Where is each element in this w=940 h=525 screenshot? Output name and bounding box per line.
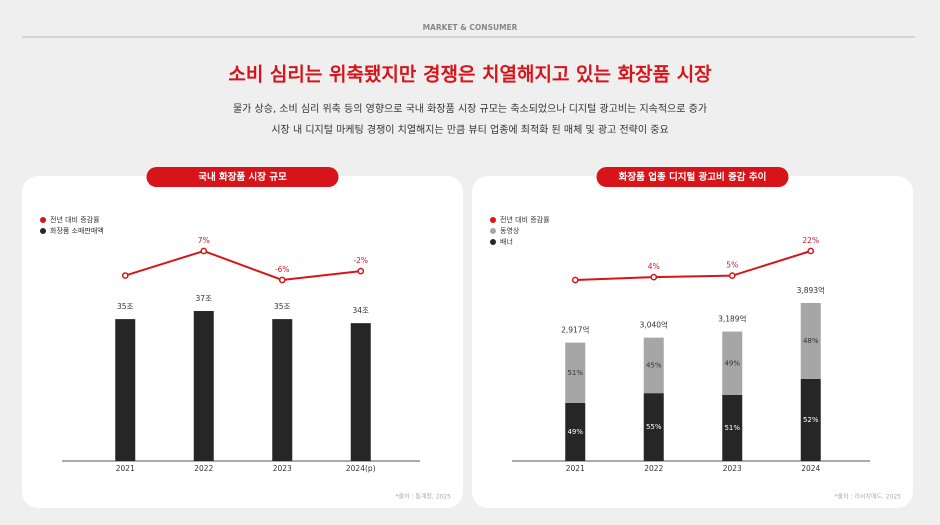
growth-label: 22% xyxy=(802,236,819,245)
title-pill xyxy=(596,167,789,187)
source: *출처 : 리서치애드, 2025 xyxy=(834,493,901,501)
bar-segment xyxy=(722,394,743,461)
bar-label: 35조 xyxy=(117,302,134,311)
legend-dot xyxy=(40,217,46,223)
x-tick-label: 2023 xyxy=(273,464,292,473)
growth-line xyxy=(575,250,812,281)
subtitle: 시장 내 디지털 마케팅 경쟁이 치열해지는 만큼 뷰티 업종에 최적화 된 매… xyxy=(271,123,668,136)
legend-dot xyxy=(490,239,496,245)
x-tick-label: 2021 xyxy=(566,464,585,473)
x-tick-label: 2024 xyxy=(801,464,820,473)
bar-segment xyxy=(800,303,821,379)
growth-point xyxy=(121,272,129,279)
segment-label: 52% xyxy=(803,416,819,424)
source: *출처 : 통계청, 2025 xyxy=(395,493,451,501)
bar xyxy=(115,319,136,461)
segment-label: 51% xyxy=(724,424,740,432)
x-tick-label: 2022 xyxy=(194,464,213,473)
growth-label: -2% xyxy=(353,256,368,265)
bar xyxy=(272,319,293,461)
growth-label: 5% xyxy=(726,261,738,270)
segment-label: 48% xyxy=(803,337,819,345)
bar xyxy=(193,311,214,461)
total-label: 3,040억 xyxy=(640,321,668,330)
growth-point xyxy=(200,247,208,255)
x-tick-label: 2023 xyxy=(723,464,742,473)
legend-label: 화장품 소매판매액 xyxy=(50,226,104,235)
bar-segment xyxy=(643,337,664,394)
legend-label: 동영상 xyxy=(500,226,520,235)
segment-label: 55% xyxy=(646,423,662,431)
legend-label: 전년 대비 증감률 xyxy=(500,215,550,224)
legend-dot xyxy=(40,228,46,234)
growth-label: 7% xyxy=(198,236,210,245)
segment-label: 45% xyxy=(646,361,662,369)
x-tick-label: 2021 xyxy=(116,464,135,473)
growth-line xyxy=(124,249,361,282)
growth-label: -6% xyxy=(275,265,290,274)
growth-point xyxy=(650,273,658,281)
legend-dot xyxy=(490,217,496,223)
card xyxy=(472,176,913,508)
page-title: 소비 심리는 위축됐지만 경쟁은 치열해지고 있는 화장품 시장 xyxy=(228,64,712,86)
total-label: 2,917억 xyxy=(561,326,589,335)
bar-segment xyxy=(565,342,586,403)
legend-label: 전년 대비 증감률 xyxy=(50,215,100,224)
growth-point xyxy=(357,267,365,275)
bar-label: 37조 xyxy=(196,294,213,303)
bar-label: 35조 xyxy=(274,302,291,311)
growth-point xyxy=(807,247,815,255)
x-tick-label: 2024(p) xyxy=(346,464,376,473)
bar-label: 34조 xyxy=(353,306,370,315)
title-pill xyxy=(146,167,339,187)
growth-point xyxy=(571,276,579,284)
bar-segment xyxy=(565,402,586,461)
total-label: 3,189억 xyxy=(718,315,746,324)
total-label: 3,893억 xyxy=(797,286,825,295)
bar xyxy=(350,323,371,461)
card-title: 국내 화장품 시장 규모 xyxy=(198,171,287,183)
growth-point xyxy=(278,276,286,284)
bar-segment xyxy=(800,378,821,461)
segment-label: 49% xyxy=(567,428,583,436)
card-title: 화장품 업종 디지털 광고비 증감 추이 xyxy=(619,171,767,183)
bar-segment xyxy=(722,331,743,395)
legend-dot xyxy=(490,228,496,234)
x-tick-label: 2022 xyxy=(644,464,663,473)
growth-point xyxy=(728,272,736,279)
segment-label: 51% xyxy=(567,369,583,377)
subtitle: 물가 상승, 소비 심리 위축 등의 영향으로 국내 화장품 시장 규모는 축소… xyxy=(233,102,707,115)
card xyxy=(22,176,463,508)
section-label: MARKET & CONSUMER xyxy=(423,23,518,32)
bar-segment xyxy=(643,393,664,461)
growth-label: 4% xyxy=(648,262,660,271)
legend-label: 배너 xyxy=(500,237,513,246)
segment-label: 49% xyxy=(724,359,740,367)
